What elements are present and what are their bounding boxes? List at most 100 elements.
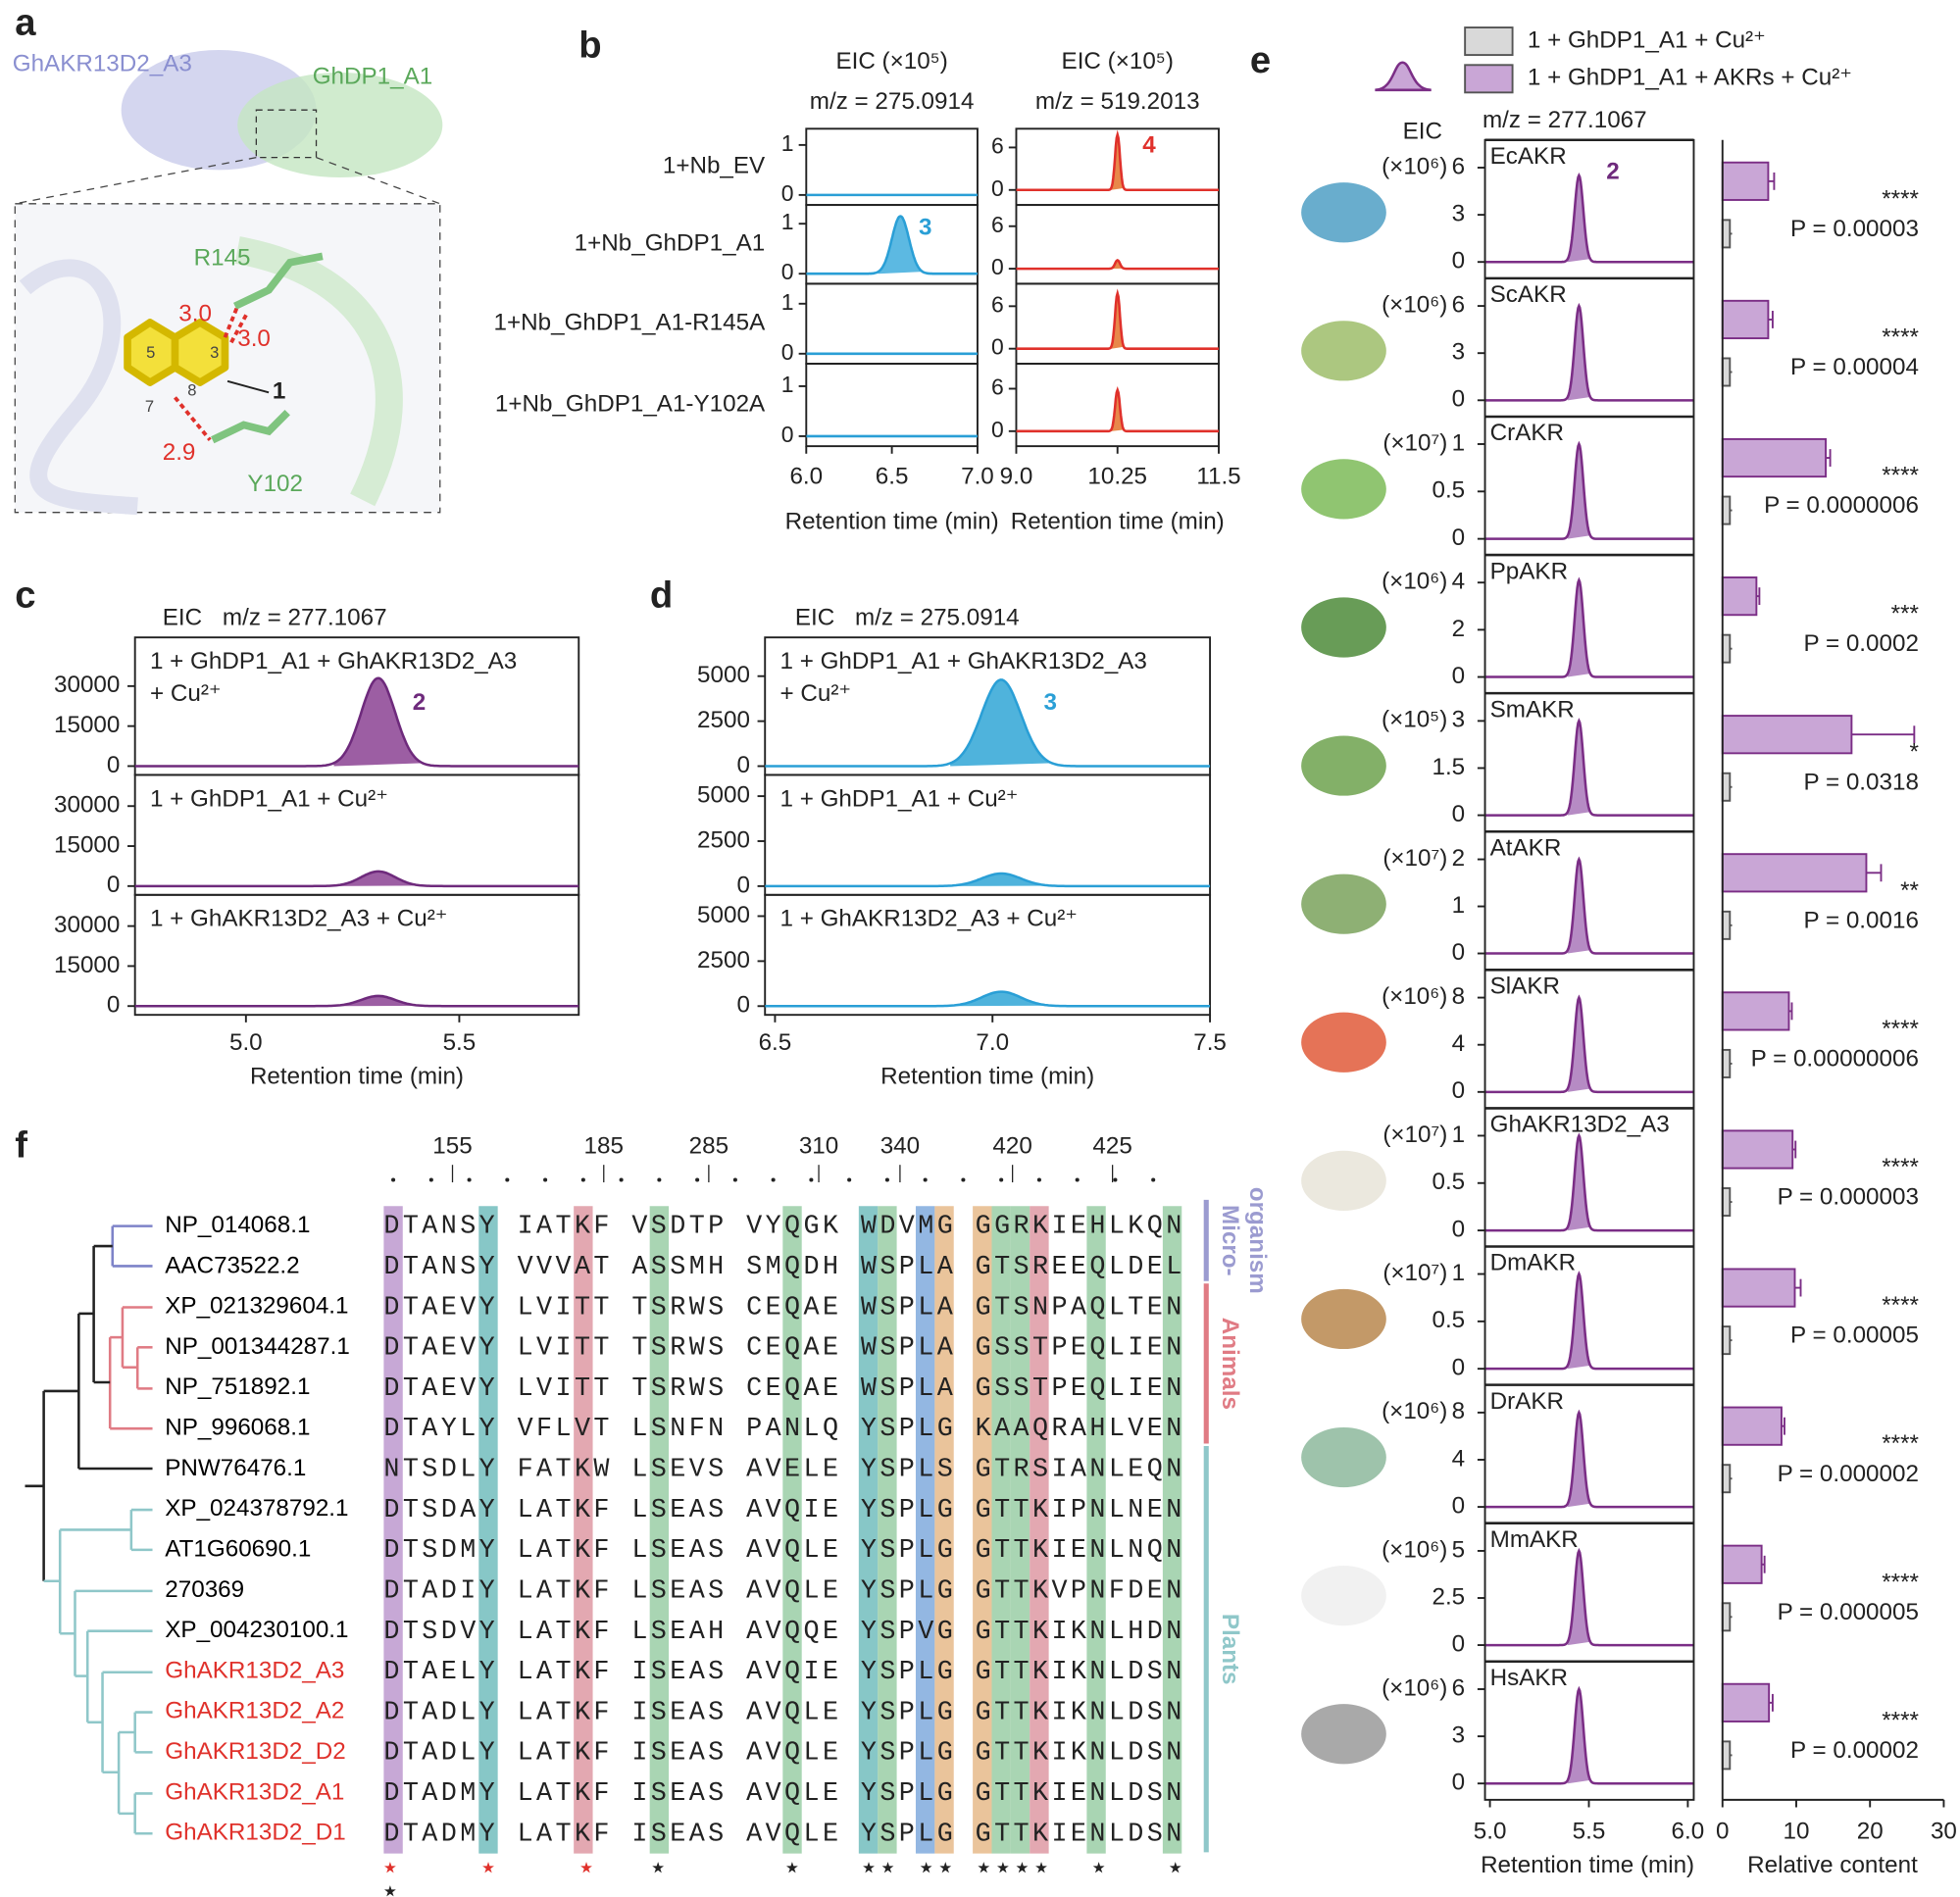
group-label: Plants	[1217, 1614, 1243, 1685]
bar	[1721, 437, 1828, 478]
sample-label: 1+Nb_EV	[663, 153, 766, 179]
sequence-name: XP_024378792.1	[165, 1495, 348, 1522]
trace	[1484, 1271, 1694, 1371]
y-tick-label: 1	[781, 209, 794, 234]
scale-label: (×10⁶)	[1382, 983, 1447, 1010]
y-tick-label: 30000	[54, 912, 120, 938]
y-tick-label: 15000	[54, 712, 120, 738]
column-highlight	[383, 1206, 403, 1854]
x-axis-label: Relative content	[1747, 1852, 1918, 1878]
trace	[765, 990, 1211, 1008]
y-tick-label: 6	[991, 291, 1004, 317]
trace	[1484, 440, 1694, 540]
scale-label: (×10⁷)	[1382, 1260, 1447, 1286]
p-value: P = 0.000002	[1778, 1461, 1919, 1487]
y-tick-label: 30000	[54, 792, 120, 819]
y-tick-label: 1	[781, 372, 794, 397]
sequence-name: PNW76476.1	[165, 1455, 306, 1481]
p-value: P = 0.0002	[1804, 630, 1919, 657]
ruler-dot	[1151, 1177, 1156, 1182]
x-tick-label: 5.0	[229, 1029, 263, 1056]
residue-label: R145	[194, 244, 251, 271]
x-axis-label: Retention time (min)	[1481, 1852, 1694, 1878]
trace	[1484, 1685, 1694, 1785]
x-tick-label: 6.0	[1672, 1818, 1705, 1844]
distance-label: 3.0	[178, 301, 212, 327]
position-label: 420	[992, 1133, 1031, 1160]
eic-label: EIC (×10⁵)	[835, 48, 947, 75]
panel-label: a	[15, 2, 36, 44]
ruler-dot	[695, 1177, 700, 1182]
protein-surface	[237, 72, 443, 178]
column-highlight	[478, 1206, 498, 1854]
sample-label: 1 + GhAKR13D2_A3 + Cu²⁺	[780, 906, 1079, 932]
sequence-name: GhAKR13D2_A3	[165, 1657, 344, 1683]
peak-area	[1567, 175, 1590, 263]
trace	[1484, 1547, 1694, 1647]
scale-label: (×10⁷)	[1382, 845, 1447, 872]
significance: ****	[1882, 324, 1919, 350]
y-tick-label: 30000	[54, 672, 120, 698]
peak-area	[333, 871, 424, 886]
y-tick-label: 0	[1452, 1630, 1465, 1657]
mz-label: m/z = 519.2013	[1035, 88, 1200, 115]
protein-label: GhDP1_A1	[313, 63, 433, 89]
y-tick-label: 5000	[697, 902, 750, 928]
ruler-dot	[923, 1177, 928, 1182]
h-bond	[229, 311, 250, 344]
y-tick-label: 4	[1452, 569, 1465, 595]
ruler-dot	[809, 1177, 814, 1182]
x-tick-label: 5.0	[1474, 1818, 1507, 1844]
peak-area	[1567, 1273, 1590, 1370]
y-tick-label: 0	[736, 992, 749, 1019]
x-tick-label: 7.0	[976, 1029, 1009, 1056]
significance: ***	[1891, 601, 1920, 627]
h-bond	[223, 305, 240, 338]
x-axis-label: Retention time (min)	[250, 1063, 464, 1089]
bar	[1721, 219, 1732, 249]
column-highlight	[858, 1206, 879, 1854]
mz-label: m/z = 277.1067	[223, 604, 387, 630]
bar	[1721, 1406, 1783, 1446]
ruler-dot	[428, 1177, 433, 1182]
bar	[1721, 853, 1868, 893]
sequence-name: AT1G60690.1	[165, 1535, 311, 1562]
bar	[1721, 576, 1758, 617]
column-highlight	[1162, 1206, 1182, 1854]
y-tick-label: 0	[107, 992, 120, 1019]
bar	[1721, 1268, 1796, 1308]
y-tick-label: 0	[991, 417, 1004, 442]
scale-label: (×10⁶)	[1382, 1536, 1447, 1563]
peak-area	[1567, 579, 1590, 677]
x-tick-label: 30	[1931, 1818, 1957, 1844]
scale-label: (×10⁶)	[1382, 291, 1447, 318]
position-label: 310	[799, 1133, 838, 1160]
y-tick-label: 2500	[697, 707, 750, 733]
pointer	[226, 379, 270, 394]
peak-area	[1567, 1412, 1590, 1508]
ruler-dot	[771, 1177, 776, 1182]
bar	[1721, 1325, 1732, 1356]
organism-icon	[1301, 1288, 1386, 1350]
x-tick-label: 6.5	[876, 463, 909, 489]
ruler-dot	[657, 1177, 662, 1182]
sequence-name: GhAKR13D2_A2	[165, 1698, 344, 1724]
atom-number: 3	[210, 343, 219, 362]
column-highlight	[1010, 1206, 1030, 1854]
row-name: AtAKR	[1490, 834, 1562, 861]
trace	[1484, 1409, 1694, 1509]
x-axis-label: Retention time (min)	[1011, 508, 1225, 534]
trace	[806, 215, 978, 275]
row-name: CrAKR	[1490, 420, 1564, 446]
protein-label: GhAKR13D2_A3	[13, 51, 192, 77]
y-tick-label: 0	[1452, 248, 1465, 275]
peak-label: 2	[413, 689, 426, 716]
sample-label: 1+Nb_GhDP1_A1-Y102A	[495, 390, 766, 417]
y-tick-label: 0	[107, 752, 120, 778]
sample-label: + Cu²⁺	[150, 680, 222, 707]
peak-area	[878, 216, 924, 275]
y-tick-label: 15000	[54, 831, 120, 858]
row-name: SlAKR	[1490, 973, 1560, 1000]
y-tick-label: 2500	[697, 947, 750, 973]
panel-label: c	[15, 574, 35, 616]
